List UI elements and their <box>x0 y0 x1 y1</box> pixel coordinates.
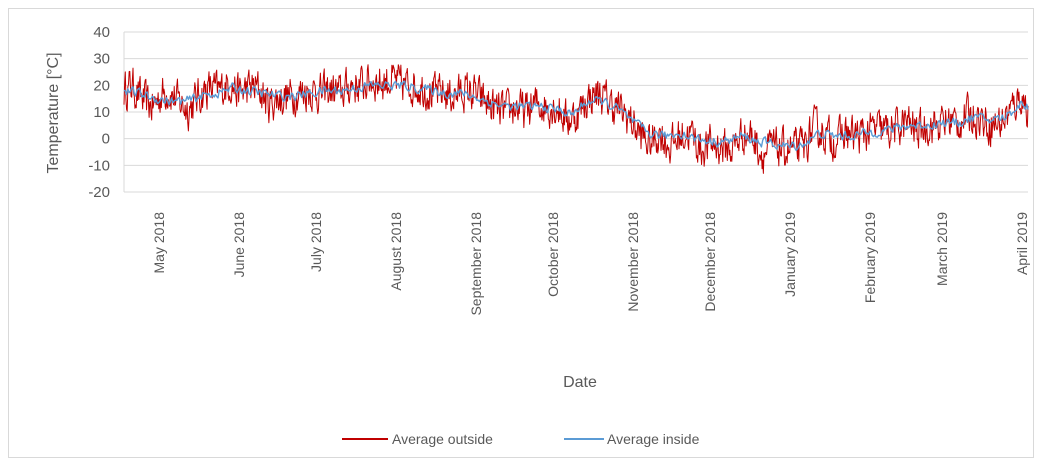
x-tick-label: June 2018 <box>231 212 247 278</box>
series-average-inside <box>123 80 1029 152</box>
y-tick-label: -20 <box>88 184 110 201</box>
y-tick-label: -10 <box>88 157 110 174</box>
x-tick-label: August 2018 <box>388 212 404 291</box>
y-tick-label: 0 <box>102 131 110 148</box>
y-tick-label: 20 <box>93 77 110 94</box>
y-tick-label: 10 <box>93 104 110 121</box>
x-tick-label: October 2018 <box>545 212 561 297</box>
legend-label-average-outside: Average outside <box>392 431 493 447</box>
x-tick-labels: May 2018 June 2018 July 2018 August 2018 Sep… <box>151 212 1030 316</box>
x-axis-title: Date <box>563 374 597 391</box>
x-tick-label: April 2019 <box>1014 212 1030 275</box>
series-line <box>123 80 1029 152</box>
x-tick-label: May 2018 <box>151 212 167 274</box>
x-tick-label: July 2018 <box>308 212 324 272</box>
x-tick-label: December 2018 <box>702 212 718 312</box>
x-tick-label: January 2019 <box>782 212 798 297</box>
chart-frame <box>8 8 1034 458</box>
y-axis-title: Temperature [°C] <box>45 52 62 173</box>
series-average-outside <box>123 64 1029 174</box>
y-tick-labels: -20 -10 0 10 20 30 40 <box>88 24 110 201</box>
x-tick-label: September 2018 <box>468 212 484 316</box>
series-line <box>123 64 1029 174</box>
x-tick-label: March 2019 <box>934 212 950 286</box>
x-tick-label: November 2018 <box>625 212 641 312</box>
legend: Average outside Average inside <box>342 431 700 447</box>
legend-label-average-inside: Average inside <box>607 431 700 447</box>
gridlines <box>123 31 1028 193</box>
y-tick-label: 40 <box>93 24 110 41</box>
x-tick-label: February 2019 <box>862 212 878 303</box>
y-tick-label: 30 <box>93 51 110 68</box>
series-lines <box>123 64 1029 174</box>
